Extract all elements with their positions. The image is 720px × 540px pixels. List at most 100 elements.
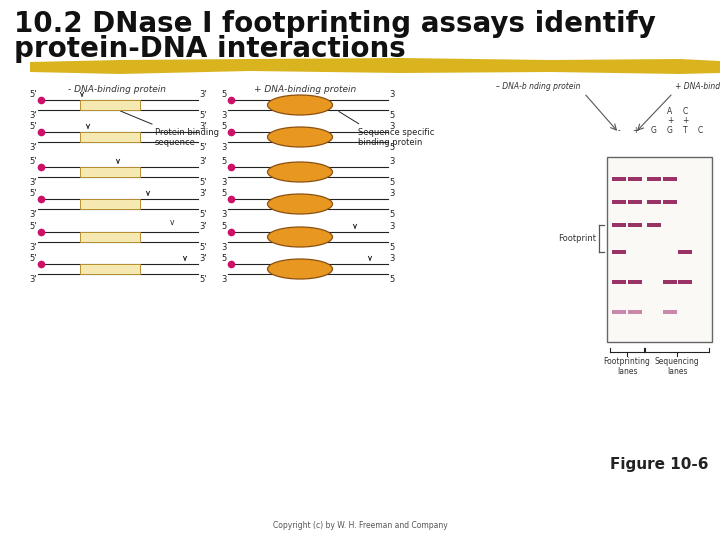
Ellipse shape xyxy=(268,259,333,279)
Text: protein-DNA interactions: protein-DNA interactions xyxy=(14,35,406,63)
Bar xyxy=(612,310,626,314)
Text: Footprinting
lanes: Footprinting lanes xyxy=(603,357,650,376)
Text: 5: 5 xyxy=(222,189,227,198)
Bar xyxy=(80,100,140,110)
Text: Protein binding
sequence: Protein binding sequence xyxy=(120,111,219,147)
Ellipse shape xyxy=(268,194,333,214)
Text: C
+
T: C + T xyxy=(682,106,688,135)
Text: 5': 5' xyxy=(30,90,37,99)
Text: 5': 5' xyxy=(30,122,37,131)
Text: 3: 3 xyxy=(222,275,227,284)
Text: 3: 3 xyxy=(389,90,395,99)
Text: 5: 5 xyxy=(389,178,395,187)
Text: 5: 5 xyxy=(222,122,227,131)
Text: Footprint: Footprint xyxy=(558,234,596,243)
Text: 3: 3 xyxy=(389,189,395,198)
Text: 5': 5' xyxy=(30,254,37,263)
Text: 3': 3' xyxy=(30,243,37,252)
Text: 10.2 DNase I footprinting assays identify: 10.2 DNase I footprinting assays identif… xyxy=(14,10,656,38)
Text: 3': 3' xyxy=(199,254,207,263)
Text: v: v xyxy=(170,218,174,227)
Text: Copyright (c) by W. H. Freeman and Company: Copyright (c) by W. H. Freeman and Compa… xyxy=(273,521,447,530)
Bar xyxy=(80,132,140,142)
Text: 5: 5 xyxy=(222,254,227,263)
Bar xyxy=(647,200,661,204)
Text: 5': 5' xyxy=(30,222,37,231)
Text: 3': 3' xyxy=(30,143,37,152)
Text: 3': 3' xyxy=(199,122,207,131)
Bar xyxy=(612,280,626,284)
Text: 5': 5' xyxy=(199,275,207,284)
Text: 3': 3' xyxy=(30,275,37,284)
Bar xyxy=(663,310,677,314)
Bar xyxy=(663,177,677,181)
Text: 5: 5 xyxy=(222,90,227,99)
Text: 3: 3 xyxy=(222,210,227,219)
Bar xyxy=(628,223,642,227)
Ellipse shape xyxy=(268,162,333,182)
Text: 3': 3' xyxy=(199,222,207,231)
Text: 3: 3 xyxy=(389,222,395,231)
Bar xyxy=(612,223,626,227)
Text: Figure 10-6: Figure 10-6 xyxy=(610,457,708,472)
Text: +: + xyxy=(632,126,638,135)
Bar xyxy=(678,280,692,284)
Bar xyxy=(607,157,712,342)
Text: 3': 3' xyxy=(30,111,37,120)
Text: 3: 3 xyxy=(222,243,227,252)
Text: Sequence specific
binding protein: Sequence specific binding protein xyxy=(339,111,434,147)
Text: 3': 3' xyxy=(199,157,207,166)
Text: 3: 3 xyxy=(222,143,227,152)
Text: 3: 3 xyxy=(389,254,395,263)
Text: + DNA-binding protein: + DNA-binding protein xyxy=(675,82,720,91)
Ellipse shape xyxy=(268,227,333,247)
Bar xyxy=(628,200,642,204)
Text: 3: 3 xyxy=(222,111,227,120)
Text: 5': 5' xyxy=(30,189,37,198)
Text: 5': 5' xyxy=(199,111,207,120)
Text: 3': 3' xyxy=(30,210,37,219)
Text: 5': 5' xyxy=(30,157,37,166)
Bar xyxy=(628,310,642,314)
Bar xyxy=(663,280,677,284)
Bar xyxy=(80,199,140,209)
Bar xyxy=(647,177,661,181)
Text: – DNA-b nding protein: – DNA-b nding protein xyxy=(497,82,581,91)
Text: - DNA-binding protein: - DNA-binding protein xyxy=(68,85,166,94)
Bar xyxy=(612,200,626,204)
Bar xyxy=(628,280,642,284)
Text: 3': 3' xyxy=(199,189,207,198)
Text: + DNA-binding protein: + DNA-binding protein xyxy=(254,85,356,94)
Text: A
+
G: A + G xyxy=(667,106,673,135)
Ellipse shape xyxy=(268,95,333,115)
Text: 5: 5 xyxy=(389,111,395,120)
Text: 3: 3 xyxy=(389,122,395,131)
Text: 5: 5 xyxy=(389,143,395,152)
Bar xyxy=(80,167,140,177)
Text: 5: 5 xyxy=(222,157,227,166)
Text: 3': 3' xyxy=(199,90,207,99)
Bar xyxy=(80,264,140,274)
Bar xyxy=(678,250,692,254)
Text: G: G xyxy=(651,126,657,135)
Text: 5: 5 xyxy=(222,222,227,231)
Bar xyxy=(628,177,642,181)
Text: Sequencing
lanes: Sequencing lanes xyxy=(654,357,699,376)
Text: 5': 5' xyxy=(199,243,207,252)
Bar xyxy=(663,200,677,204)
Text: 5': 5' xyxy=(199,178,207,187)
Text: 3': 3' xyxy=(30,178,37,187)
Text: 5: 5 xyxy=(389,243,395,252)
Bar xyxy=(80,232,140,242)
Text: 5': 5' xyxy=(199,210,207,219)
Bar xyxy=(612,250,626,254)
Bar xyxy=(647,223,661,227)
Text: 5': 5' xyxy=(199,143,207,152)
Text: 3: 3 xyxy=(222,178,227,187)
Text: 5: 5 xyxy=(389,210,395,219)
Text: 5: 5 xyxy=(389,275,395,284)
Ellipse shape xyxy=(268,127,333,147)
Text: -: - xyxy=(618,126,621,135)
Text: 3: 3 xyxy=(389,157,395,166)
Bar xyxy=(612,177,626,181)
